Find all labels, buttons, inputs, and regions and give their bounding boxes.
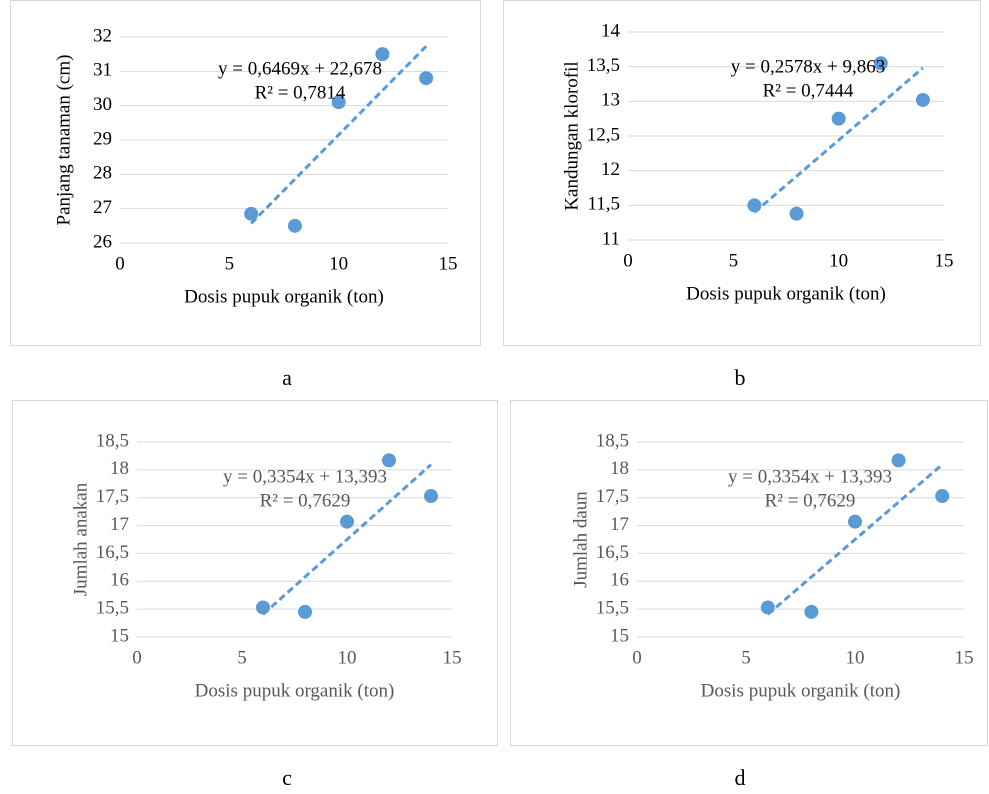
point [424,489,438,503]
x-axis-label: Dosis pupuk organik (ton) [184,286,384,307]
chart-panel: 15 15,5 16 16,5 17 17,5 18 18,5 0 5 10 15 Dosis pupu… [13,401,498,791]
y-tick-label: 32 [93,25,112,46]
annotation: R² = 0,7814 [255,82,346,103]
y-tick-label: 16 [110,570,129,591]
y-tick-label: 28 [93,163,112,184]
y-tick-label: 18,5 [96,430,129,451]
x-axis-label: Dosis pupuk organik (ton) [195,680,395,701]
point [832,112,846,126]
annotation: y = 0,6469x + 22,678 [218,58,382,79]
point [804,605,818,619]
x-tick-label: 0 [132,647,142,668]
y-axis-label: Panjang tanaman (cm) [53,55,74,226]
point [340,515,354,529]
y-tick-label: 16 [610,570,629,591]
y-tick-label: 26 [93,231,112,252]
point [256,600,270,614]
y-tick-label: 15,5 [96,598,129,619]
point [892,453,906,467]
x-tick-label: 15 [439,253,458,274]
y-tick-label: 16,5 [596,542,629,563]
x-tick-label: 15 [935,250,954,271]
x-tick-label: 10 [329,253,348,274]
x-tick-label: 5 [225,253,235,274]
y-tick-label: 27 [93,197,112,218]
chart-panel: 11 11,5 12 12,5 13 13,5 14 0 5 10 15 Dosis pupuk or… [504,1,981,391]
x-tick-label: 5 [729,250,739,271]
chart-panel: 15 15,5 16 16,5 17 17,5 18 18,5 0 5 10 15 Dosis pupu… [511,401,988,791]
y-tick-label: 15 [610,625,629,646]
caption: a [282,365,292,390]
y-tick-label: 16,5 [96,542,129,563]
caption: d [735,765,746,790]
annotation: y = 0,2578x + 9,863 [731,56,885,77]
point [747,198,761,212]
annotation: y = 0,3354x + 13,393 [223,466,387,487]
point [298,605,312,619]
x-tick-label: 5 [237,647,247,668]
x-tick-label: 0 [632,647,642,668]
y-tick-label: 18 [110,458,129,479]
y-tick-label: 18,5 [596,430,629,451]
point [848,515,862,529]
point [916,93,930,107]
point [244,207,258,221]
y-tick-label: 29 [93,128,112,149]
point [790,207,804,221]
caption: b [735,365,746,390]
y-axis-label: Jumlah daun [570,491,591,588]
x-axis-label: Dosis pupuk organik (ton) [686,283,886,304]
y-tick-label: 13 [601,90,620,111]
y-tick-label: 11 [602,228,620,249]
point [419,71,433,85]
x-tick-label: 10 [338,647,357,668]
y-axis-label: Jumlah anakan [70,482,91,596]
x-tick-label: 15 [443,647,462,668]
y-tick-label: 12,5 [587,124,620,145]
point [761,600,775,614]
y-tick-label: 17 [110,514,129,535]
y-tick-label: 15,5 [596,598,629,619]
x-tick-label: 10 [829,250,848,271]
y-tick-label: 17 [610,514,629,535]
y-tick-label: 11,5 [587,194,620,215]
x-tick-label: 5 [741,647,751,668]
y-tick-label: 14 [601,20,621,41]
caption: c [282,765,292,790]
annotation: y = 0,3354x + 13,393 [728,466,892,487]
x-tick-label: 10 [846,647,865,668]
annotation: R² = 0,7629 [765,490,856,511]
x-tick-label: 15 [955,647,974,668]
y-tick-label: 15 [110,625,129,646]
x-tick-label: 0 [115,253,125,274]
point [382,453,396,467]
point [288,219,302,233]
x-axis-label: Dosis pupuk organik (ton) [701,680,901,701]
point [935,489,949,503]
annotation: R² = 0,7444 [763,80,854,101]
y-tick-label: 30 [93,94,112,115]
figure: 26 27 28 29 30 31 32 0 5 10 15 Dosis pupuk organik … [0,0,989,794]
y-tick-label: 17,5 [596,486,629,507]
y-tick-label: 18 [610,458,629,479]
y-tick-label: 12 [601,159,620,180]
y-tick-label: 31 [93,60,112,81]
chart-panel: 26 27 28 29 30 31 32 0 5 10 15 Dosis pupuk organik … [11,1,481,391]
x-tick-label: 0 [623,250,633,271]
y-tick-label: 13,5 [587,55,620,76]
y-axis-label: Kandungan klorofil [561,61,582,210]
y-tick-label: 17,5 [96,486,129,507]
annotation: R² = 0,7629 [260,490,351,511]
